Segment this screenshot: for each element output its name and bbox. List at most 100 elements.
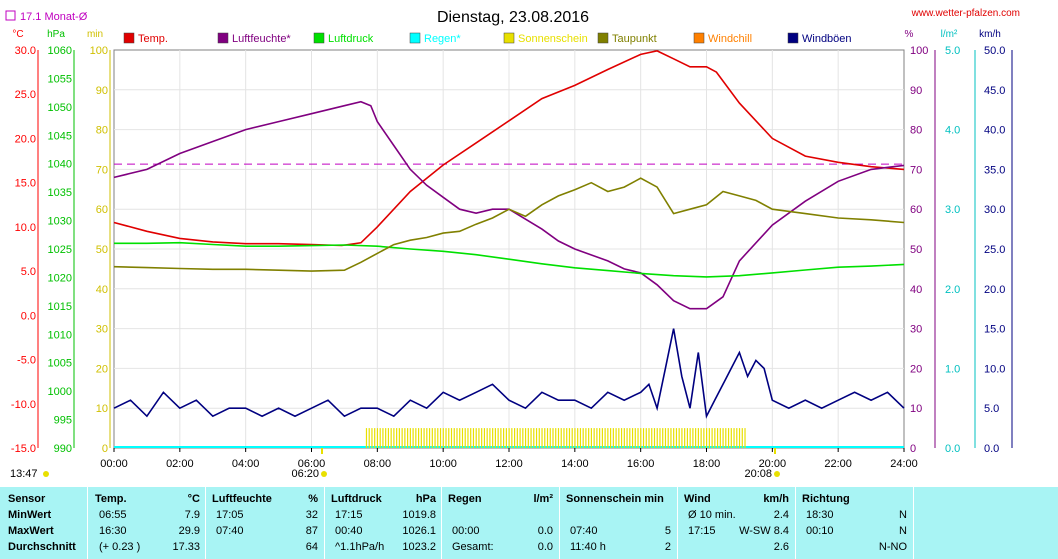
legend-swatch: [503, 32, 515, 44]
y-tick-label: 15.0: [15, 178, 36, 190]
y-tick-label: 1030: [48, 216, 72, 228]
table-column-separator: [559, 487, 560, 559]
legend-label: Luftdruck: [328, 33, 374, 45]
column-unit: °C: [187, 493, 200, 505]
table-cell-label: 17:05: [216, 509, 244, 521]
x-tick-label: 06:00: [298, 458, 326, 470]
weather-chart: 00:00 02:00 04:00 06:00 08:00 10:00 12:00 14:00…: [5, 8, 1020, 480]
y-tick-label: 1045: [48, 130, 72, 142]
x-tick-label: 08:00: [364, 458, 392, 470]
legend-swatch: [787, 32, 799, 44]
y-tick-label: 0.0: [984, 443, 999, 455]
legend-label: Temp.: [138, 33, 168, 45]
y-tick-label: 30: [910, 324, 922, 336]
y-tick-label: 50: [910, 244, 922, 256]
y-tick-label: 30.0: [15, 45, 36, 57]
x-tick-label: 22:00: [824, 458, 852, 470]
column-unit: %: [308, 493, 318, 505]
table-column-separator: [87, 487, 88, 559]
table-cell-label: (+ 0.23 ): [99, 541, 141, 553]
time-label-left: 13:47: [10, 468, 38, 480]
x-tick-label: 12:00: [495, 458, 523, 470]
table-cell-value: 5: [664, 525, 671, 537]
x-tick-label: 18:00: [693, 458, 721, 470]
table-column-separator: [913, 487, 914, 559]
column-header: Luftfeuchte: [212, 493, 272, 505]
x-tick-label: 00:00: [100, 458, 128, 470]
table-cell-value: 0.0: [537, 525, 553, 537]
y-tick-label: 1020: [48, 272, 72, 284]
table-cell-value: N-NO: [878, 541, 907, 553]
x-tick-label: 02:00: [166, 458, 194, 470]
legend-label: Luftfeuchte*: [232, 33, 291, 45]
source-label[interactable]: www.wetter-pfalzen.com: [911, 8, 1020, 19]
column-unit: hPa: [415, 493, 436, 505]
x-tick-label: 20:00: [759, 458, 787, 470]
y-tick-label: 5.0: [945, 45, 960, 57]
y-tick-label: 5.0: [21, 266, 36, 278]
table-cell-value: 87: [305, 525, 318, 537]
series-luftfeuchte: [113, 100, 905, 310]
y-tick-label: 25.0: [984, 244, 1005, 256]
table-cell-value: 17.33: [172, 541, 200, 553]
table-cell-label: 00:00: [452, 525, 480, 537]
y-tick-label: 70: [910, 164, 922, 176]
legend-label: Sonnenschein: [518, 33, 588, 45]
y-tick-label: 1000: [48, 386, 72, 398]
sun-marker-left: [43, 471, 49, 477]
y-tick-label: 20: [910, 363, 922, 375]
column-header: Richtung: [802, 493, 850, 505]
y-tick-label: -10.0: [11, 399, 36, 411]
y-tick-label: 20.0: [984, 284, 1005, 296]
table-cell-label: 00:10: [806, 525, 834, 537]
y-tick-label: 990: [54, 443, 72, 455]
legend-label: Windchill: [708, 33, 752, 45]
series: [113, 50, 905, 448]
column-header: Regen: [448, 493, 482, 505]
axes: 00:00 02:00 04:00 06:00 08:00 10:00 12:00 14:00…: [11, 29, 1013, 480]
legend-swatch: [123, 32, 135, 44]
y-tick-label: 70: [96, 164, 108, 176]
table-cell-label: 07:40: [570, 525, 598, 537]
y-tick-label: 0: [102, 443, 108, 455]
column-header: Luftdruck: [331, 493, 382, 505]
table-cell-value: 1019.8: [402, 509, 436, 521]
y-axis-unit: min: [87, 29, 103, 40]
row-label: Durchschnitt: [8, 541, 76, 553]
y-tick-label: 3.0: [945, 204, 960, 216]
table-column-separator: [795, 487, 796, 559]
column-header: Wind: [684, 493, 711, 505]
table-cell-label: Gesamt:: [452, 541, 494, 553]
legend-label: Regen*: [424, 33, 461, 45]
y-tick-label: 30: [96, 324, 108, 336]
y-tick-label: 1015: [48, 301, 72, 313]
table-cell-label: 16:30: [99, 525, 127, 537]
row-label: MaxWert: [8, 525, 54, 537]
y-tick-label: 30.0: [984, 204, 1005, 216]
table-cell-value: 32: [305, 509, 318, 521]
legend-swatch: [693, 32, 705, 44]
row-label: Sensor: [8, 493, 46, 505]
x-tick-label: 24:00: [890, 458, 918, 470]
x-tick-label: 10:00: [429, 458, 457, 470]
y-tick-label: 0.0: [21, 310, 36, 322]
column-unit: km/h: [763, 493, 789, 505]
y-axis-unit: l/m²: [941, 29, 958, 40]
table-cell-value: 29.9: [178, 525, 200, 537]
y-tick-label: 100: [90, 45, 108, 57]
y-tick-label: 1055: [48, 73, 72, 85]
table-cell-value: 0.0: [537, 541, 553, 553]
table-cell-value: 64: [305, 541, 318, 553]
table-cell-label: 11:40 h: [570, 541, 606, 553]
y-tick-label: -5.0: [17, 355, 36, 367]
row-label: MinWert: [8, 509, 52, 521]
stats-table: Sensor MinWert MaxWert Durchschnitt Temp. °C 0…: [0, 487, 1058, 559]
x-tick-label: 16:00: [627, 458, 655, 470]
chart-title: Dienstag, 23.08.2016: [437, 9, 589, 26]
x-tick-label: 04:00: [232, 458, 260, 470]
y-tick-label: 2.0: [945, 284, 960, 296]
column-header: Temp.: [95, 493, 127, 505]
table-cell-value: W-SW 8.4: [739, 525, 789, 537]
y-tick-label: 0.0: [945, 443, 960, 455]
y-tick-label: 45.0: [984, 85, 1005, 97]
